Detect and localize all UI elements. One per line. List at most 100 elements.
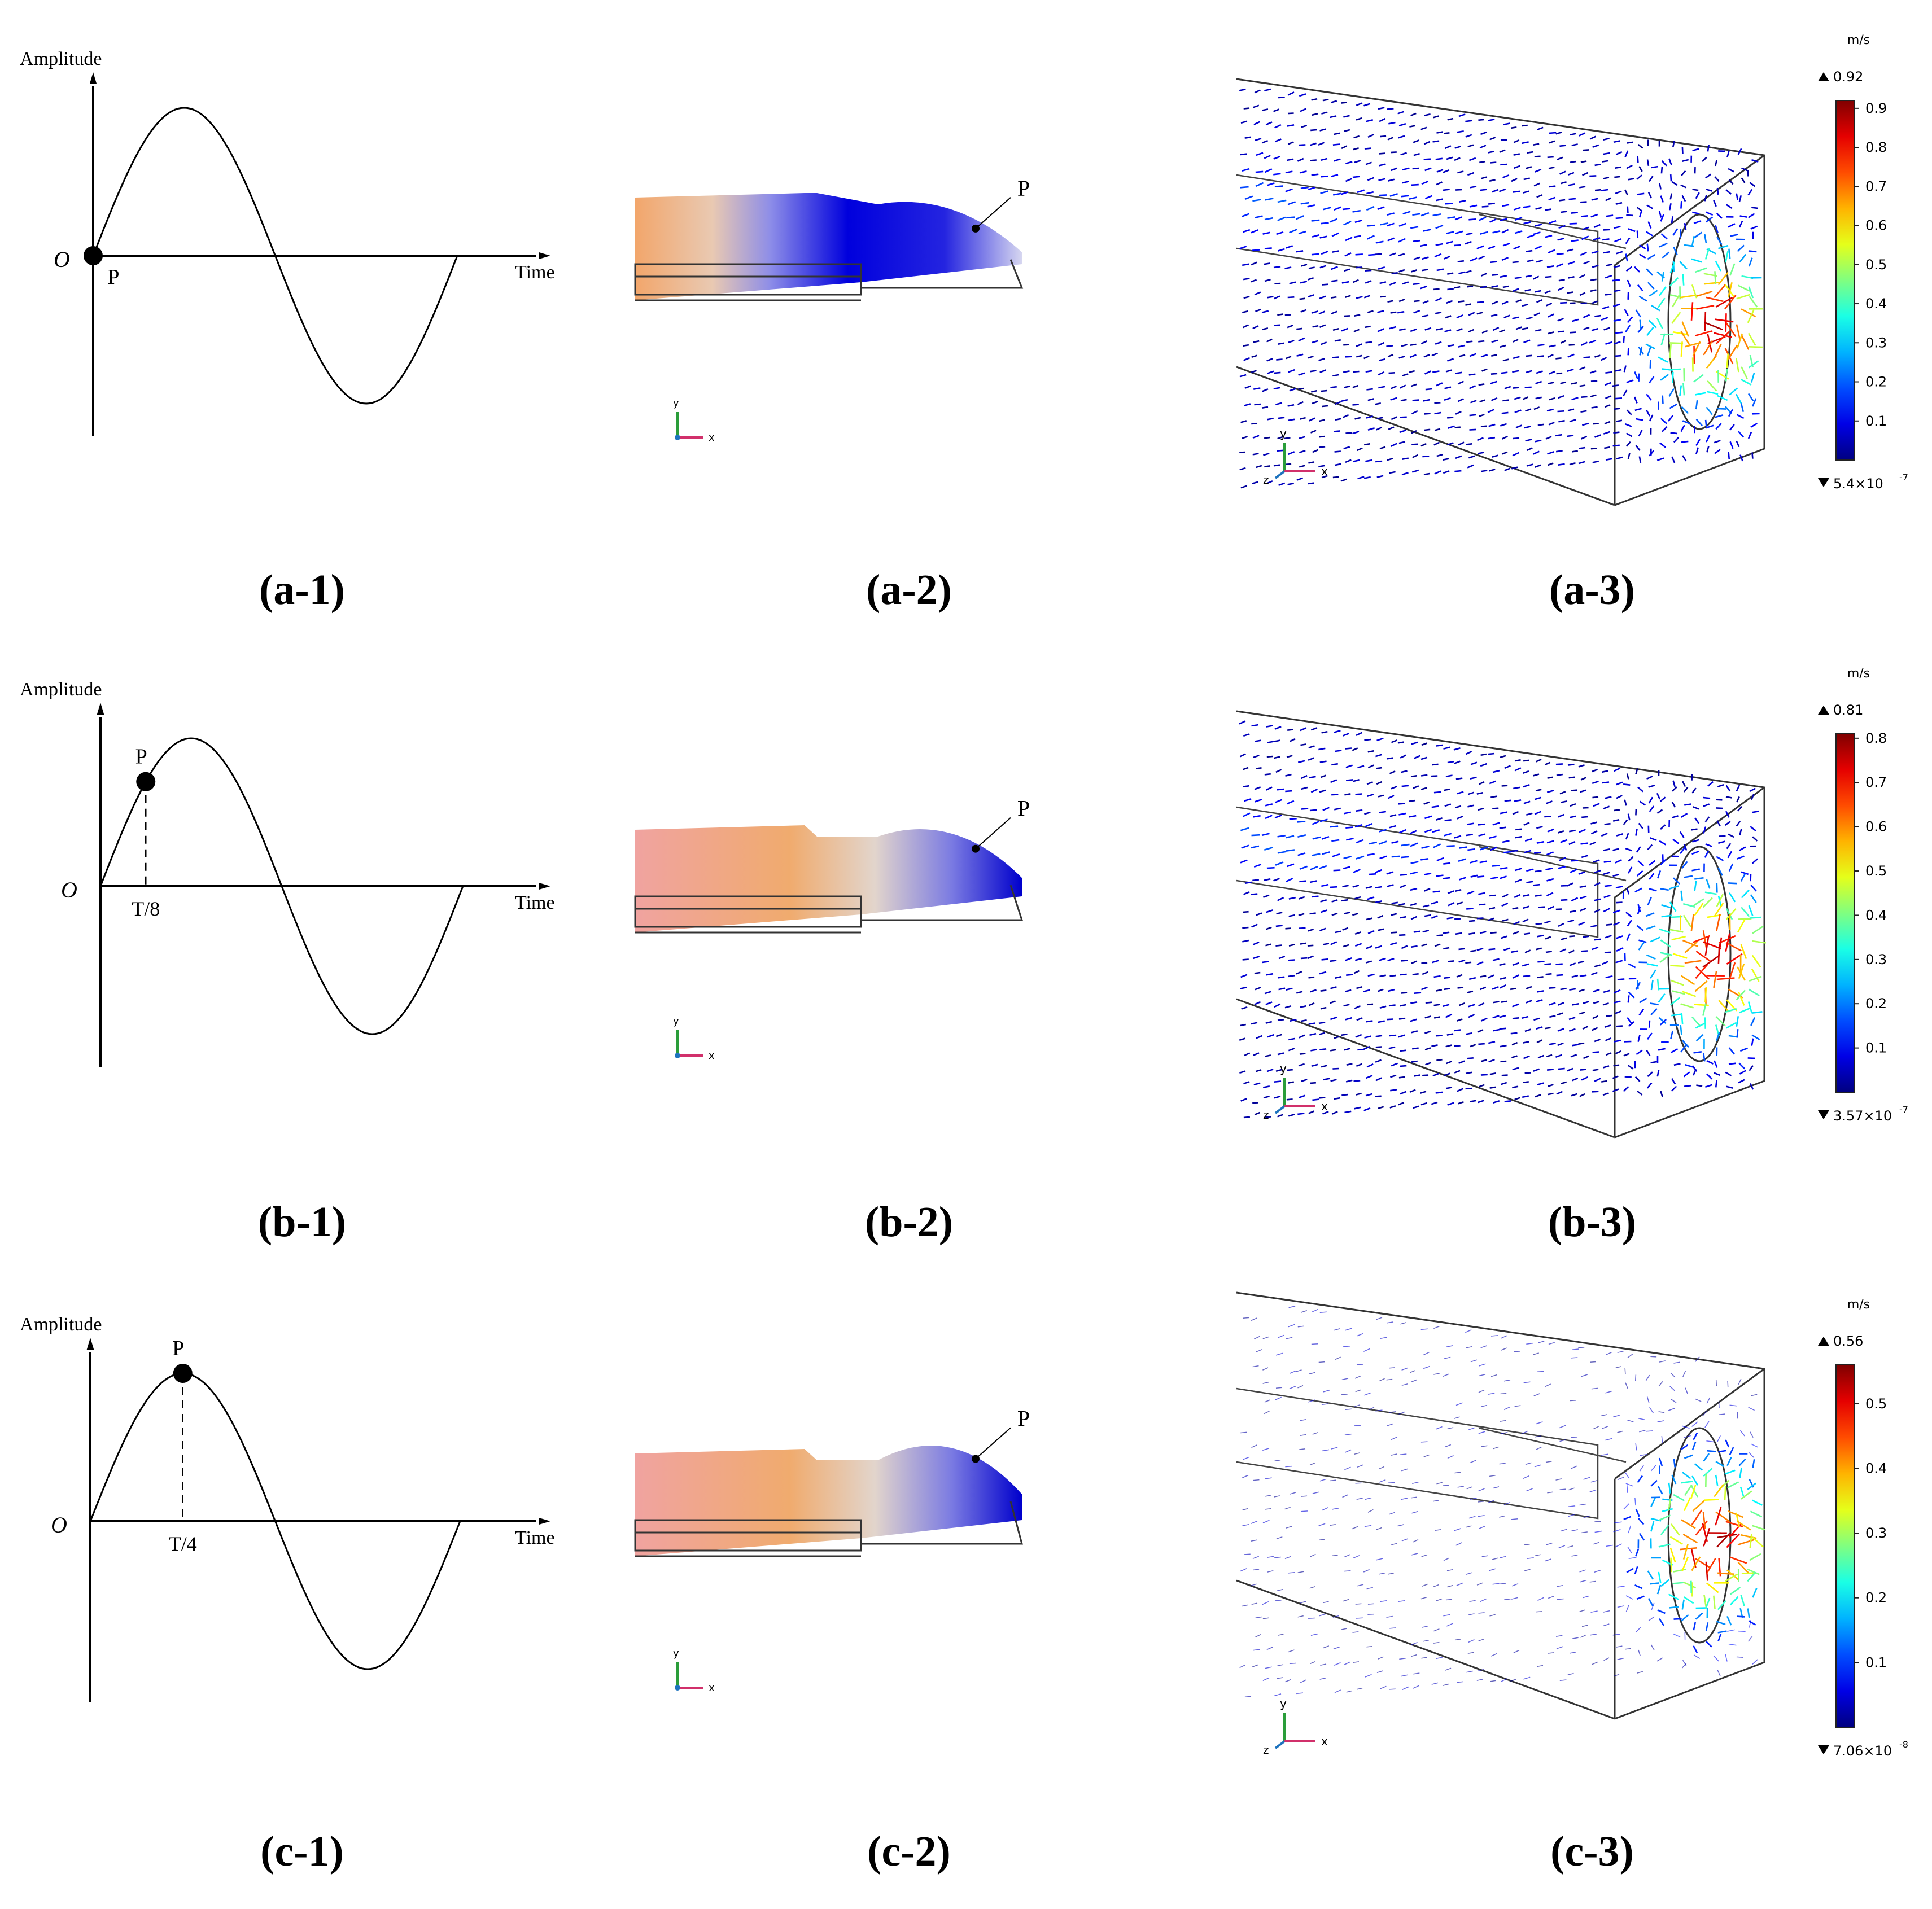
field-triad-z: z [1263, 1108, 1269, 1122]
colorbar-tick-label: 0.5 [1865, 863, 1887, 879]
colorbar-gradient [1835, 1364, 1855, 1728]
colorbar-tick-label: 0.5 [1865, 257, 1887, 273]
colorbar-min: 7.06×10 [1833, 1743, 1892, 1759]
row-b: Amplitude Time O T/8 P (b-1) (b-2) (b-3) Py x y x z m… [20, 667, 1908, 1246]
colorbar-a: m/s 0.920.9 0.8 0.7 0.6 0.5 0.4 0.3 0.2 0.1 5.4×10… [1818, 33, 1908, 492]
colorbar-tick-label: 0.7 [1865, 774, 1887, 790]
structure-c: Py x [634, 1406, 1030, 1694]
flap-outline [861, 259, 1024, 289]
body-outline [634, 263, 862, 296]
triad-x: x [709, 1682, 715, 1694]
triad-x: x [709, 1050, 715, 1062]
panel-label: (a-3) [1549, 566, 1635, 614]
x-axis-label: Time [515, 1527, 555, 1548]
panel-label: (c-1) [260, 1828, 344, 1875]
colorbar-max: 0.56 [1833, 1333, 1863, 1349]
origin-label: O [61, 877, 77, 903]
panel-label: (b-1) [258, 1198, 346, 1246]
colorbar-tick-label: 0.4 [1865, 1460, 1887, 1476]
colorbar-tick-label: 0.2 [1865, 1590, 1887, 1606]
colorbar-tick-label: 0.4 [1865, 296, 1887, 312]
colorbar-tick-label: 0.1 [1865, 1654, 1887, 1670]
velocity-field-a: y x z [1236, 78, 1765, 506]
field-triad-x: x [1321, 1100, 1328, 1113]
colorbar-unit: m/s [1847, 667, 1870, 681]
marker-label: P [172, 1337, 184, 1360]
colorbar-unit: m/s [1847, 33, 1870, 47]
colorbar-unit: m/s [1847, 1298, 1870, 1312]
structure-point-label: P [1017, 796, 1030, 821]
marker-point [84, 246, 103, 265]
colorbar-min-exponent: -8 [1899, 1739, 1908, 1750]
panel-label: (c-2) [867, 1828, 951, 1875]
row-c: Amplitude Time O T/4 P (c-1) (c-2) (c-3) Py x y x z m… [20, 1291, 1908, 1875]
colorbar-max: 0.81 [1833, 702, 1863, 718]
colorbar-min-exponent: -7 [1899, 1104, 1908, 1115]
body-outline [634, 895, 862, 928]
x-axis-label: Time [515, 892, 555, 913]
body-outline [634, 1519, 862, 1552]
velocity-field-c: y x z [1236, 1291, 1765, 1757]
flap-outline [861, 885, 1024, 921]
domain-box [1236, 1291, 1765, 1720]
structure-b: Py x [634, 796, 1030, 1062]
colorbar-gradient [1835, 733, 1855, 1093]
velocity-field-b: y x z [1236, 710, 1766, 1139]
structure-point-label: P [1017, 1406, 1030, 1431]
origin-label: O [51, 1512, 67, 1538]
colorbar-max: 0.92 [1833, 69, 1863, 85]
colorbar-tick-label: 0.1 [1865, 1040, 1887, 1056]
colorbar-tick-label: 0.2 [1865, 374, 1887, 390]
marker-point [173, 1364, 193, 1383]
panel-label: (b-3) [1548, 1198, 1636, 1246]
colorbar-tick-label: 0.6 [1865, 218, 1887, 234]
time-tick-label: T/4 [169, 1533, 197, 1555]
sine-curve [99, 737, 464, 1035]
colorbar-tick-label: 0.3 [1865, 335, 1887, 351]
panel-label: (c-3) [1550, 1828, 1634, 1875]
colorbar-tick-label: 0.2 [1865, 996, 1887, 1012]
inner-body-outline [1236, 806, 1627, 938]
field-triad-z: z [1263, 1743, 1269, 1757]
field-triad-z: z [1263, 473, 1269, 487]
wave-plot-a: Amplitude Time O P [20, 49, 555, 436]
structure-point-label: P [1017, 176, 1030, 201]
inner-body-outline [1236, 174, 1627, 306]
wave-plot-c: Amplitude Time O T/4 P [20, 1314, 555, 1702]
structure-a: Py x [634, 176, 1030, 444]
flap-outline [861, 1501, 1023, 1545]
colorbar-c: m/s 0.56 0.5 0.4 0.3 0.2 0.1 7.06×10 -8 [1818, 1298, 1908, 1759]
colorbar-tick-label: 0.3 [1865, 1525, 1887, 1541]
colorbar-min: 5.4×10 [1833, 476, 1883, 492]
y-axis-label: Amplitude [20, 679, 102, 700]
triad-x: x [709, 432, 715, 444]
colorbar-b: m/s 0.810.8 0.7 0.6 0.5 0.4 0.3 0.2 0.1 3.57×10 -7 [1818, 667, 1908, 1124]
y-axis-label: Amplitude [20, 1314, 102, 1335]
marker-label: P [135, 745, 147, 769]
colorbar-min-exponent: -7 [1899, 472, 1908, 483]
y-axis-label: Amplitude [20, 49, 102, 69]
marker-point [136, 772, 156, 791]
colorbar-min: 3.57×10 [1833, 1108, 1892, 1124]
triad-y: y [673, 397, 679, 409]
triad-y: y [673, 1648, 679, 1660]
colorbar-tick-label: 0.8 [1865, 139, 1887, 155]
marker-label: P [107, 265, 119, 289]
colorbar-tick-label: 0.7 [1865, 178, 1887, 194]
inner-body-outline [1236, 1387, 1627, 1520]
colorbar-tick-label: 0.9 [1865, 100, 1887, 116]
field-triad-y: y [1280, 1697, 1287, 1710]
colorbar-tick-label: 0.6 [1865, 819, 1887, 835]
field-triad-x: x [1321, 465, 1328, 478]
colorbar-tick-label: 0.1 [1865, 413, 1887, 429]
sine-curve [89, 1372, 461, 1670]
deformed-surface [635, 1446, 1022, 1556]
panel-label: (b-2) [865, 1198, 953, 1246]
row-a: Amplitude Time O P (a-1) (a-2) (a-3) Py x y x z m/s 0… [20, 33, 1908, 614]
field-triad-y: y [1280, 1062, 1287, 1075]
origin-label: O [54, 247, 70, 272]
panel-label: (a-1) [259, 566, 345, 614]
rotor-outline [1667, 1427, 1732, 1644]
colorbar-tick-label: 0.3 [1865, 952, 1887, 967]
wave-plot-b: Amplitude Time O T/8 P [20, 679, 555, 1067]
